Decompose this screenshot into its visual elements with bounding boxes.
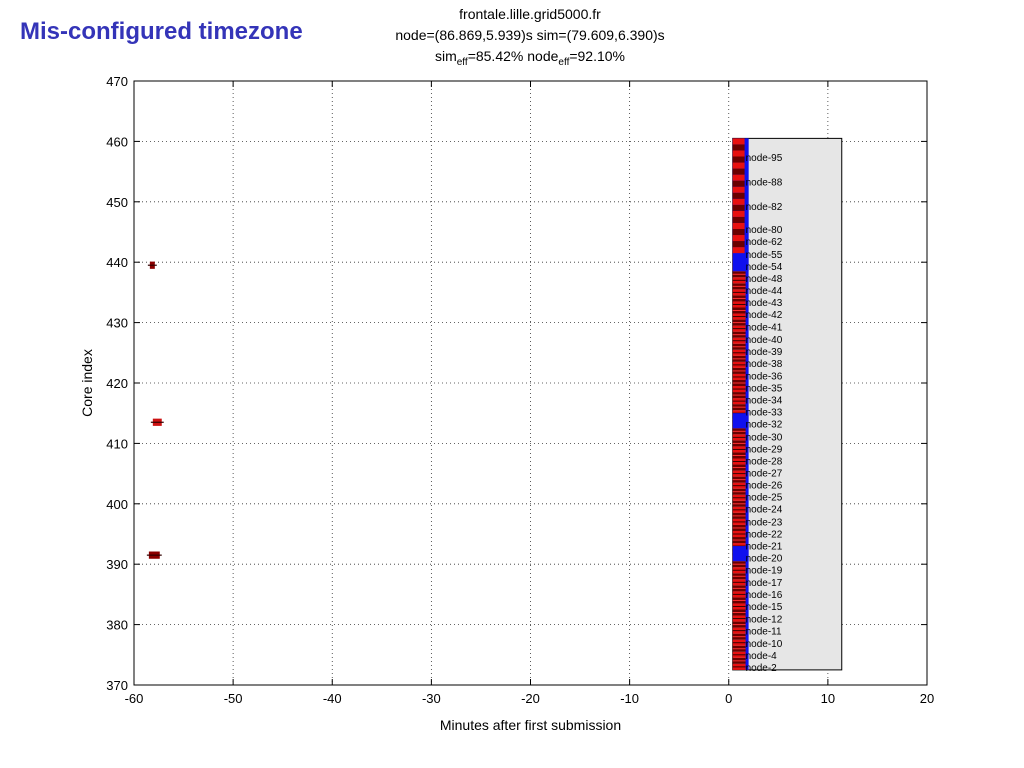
node-label: node-21: [746, 542, 783, 553]
node-label: node-15: [746, 602, 783, 613]
idle-core-segment: [732, 413, 749, 429]
core-job-bar: [732, 138, 745, 145]
core-job-bar: [732, 204, 745, 211]
node-label: node-17: [746, 578, 783, 589]
node-label: node-30: [746, 432, 783, 443]
x-tick-label: -60: [125, 691, 144, 706]
core-job-bar: [732, 198, 745, 205]
y-tick-label: 440: [106, 255, 128, 270]
node-label: node-20: [746, 554, 783, 565]
y-tick-label: 370: [106, 678, 128, 693]
core-job-bar: [732, 168, 745, 175]
core-job-bar: [732, 162, 745, 169]
node-label: node-2: [746, 663, 778, 674]
x-tick-label: 0: [725, 691, 732, 706]
core-job-bar: [732, 241, 745, 248]
node-label: node-29: [746, 444, 783, 455]
node-label: node-38: [746, 359, 783, 370]
node-boundary-bar: [745, 138, 749, 670]
x-tick-label: -40: [323, 691, 342, 706]
y-axis-label: Core index: [79, 349, 95, 417]
node-label: node-80: [746, 225, 783, 236]
core-job-bar: [732, 216, 745, 223]
core-job-bar: [732, 247, 745, 254]
node-label: node-41: [746, 322, 783, 333]
sim-eff-subscript: eff: [456, 56, 468, 68]
sim-eff-label: sim: [434, 48, 457, 64]
node-label: node-32: [746, 420, 783, 431]
x-tick-label: -20: [521, 691, 540, 706]
y-tick-label: 420: [106, 376, 128, 391]
node-label-box: [732, 137, 843, 671]
core-job-bar: [732, 228, 745, 236]
node-eff-subscript: eff: [558, 56, 570, 68]
x-tick-label: 10: [821, 691, 835, 706]
node-label: node-23: [746, 517, 783, 528]
y-tick-label: 460: [106, 134, 128, 149]
core-job-bar: [732, 186, 745, 193]
node-label: node-10: [746, 639, 783, 650]
chart-subtitle: node=(86.869,5.939)s sim=(79.609,6.390)s: [395, 27, 665, 43]
node-label: node-48: [746, 274, 783, 285]
node-label: node-39: [746, 347, 783, 358]
core-job-bar: [732, 210, 745, 217]
x-axis-label: Minutes after first submission: [440, 717, 621, 733]
idle-core-segment: [732, 546, 749, 562]
node-label: node-36: [746, 371, 783, 382]
y-tick-label: 410: [106, 436, 128, 451]
node-label: node-11: [746, 627, 782, 638]
core-job-bar: [732, 174, 745, 181]
core-job-bar: [732, 150, 745, 157]
node-label: node-44: [746, 286, 783, 297]
node-label: node-25: [746, 493, 783, 504]
chart-header: frontale.lille.grid5000.fr node=(86.869,…: [330, 4, 730, 73]
chart-title: frontale.lille.grid5000.fr: [459, 6, 601, 22]
core-job-bar: [732, 156, 745, 163]
node-eff-label: node: [523, 48, 559, 64]
y-tick-label: 400: [106, 497, 128, 512]
x-tick-label: -10: [620, 691, 639, 706]
node-label: node-35: [746, 383, 783, 394]
y-tick-label: 430: [106, 316, 128, 331]
node-label: node-54: [746, 262, 783, 273]
core-job-bar: [732, 144, 745, 151]
node-label: node-95: [746, 153, 783, 164]
x-tick-label: -50: [224, 691, 243, 706]
sim-eff-value: =85.42%: [467, 48, 524, 64]
node-label: node-33: [746, 407, 783, 418]
node-label: node-28: [746, 456, 783, 467]
node-label: node-19: [746, 566, 783, 577]
node-label: node-55: [746, 250, 783, 261]
core-job-bar: [732, 235, 745, 242]
y-tick-label: 470: [106, 74, 128, 89]
y-tick-label: 390: [106, 557, 128, 572]
node-label: node-16: [746, 590, 783, 601]
y-tick-label: 380: [106, 618, 128, 633]
node-label: node-27: [746, 468, 783, 479]
node-label: node-24: [746, 505, 783, 516]
node-label: node-43: [746, 298, 783, 309]
node-eff-value: =92.10%: [569, 48, 626, 64]
node-label: node-4: [746, 651, 778, 662]
core-job-bar: [732, 180, 745, 187]
node-label: node-22: [746, 530, 783, 541]
node-label: node-26: [746, 481, 783, 492]
axes: -60 -50 -40 -30 -20 -10 0 10 20 370 380 390 400 410 42…: [106, 74, 934, 706]
x-tick-label: 20: [920, 691, 934, 706]
node-label: node-88: [746, 177, 783, 188]
x-tick-label: -30: [422, 691, 441, 706]
slide-title: Mis-configured timezone: [20, 18, 303, 45]
node-label: node-34: [746, 395, 783, 406]
node-label: node-40: [746, 335, 783, 346]
efficiency-line: simeff=85.42% nodeeff=92.10%: [330, 46, 730, 73]
node-label: node-62: [746, 237, 783, 248]
core-job-bar: [732, 192, 745, 199]
y-tick-label: 450: [106, 195, 128, 210]
node-label: node-42: [746, 310, 783, 321]
core-job-bar: [732, 222, 745, 229]
node-label: node-12: [746, 615, 783, 626]
node-label: node-82: [746, 202, 783, 213]
